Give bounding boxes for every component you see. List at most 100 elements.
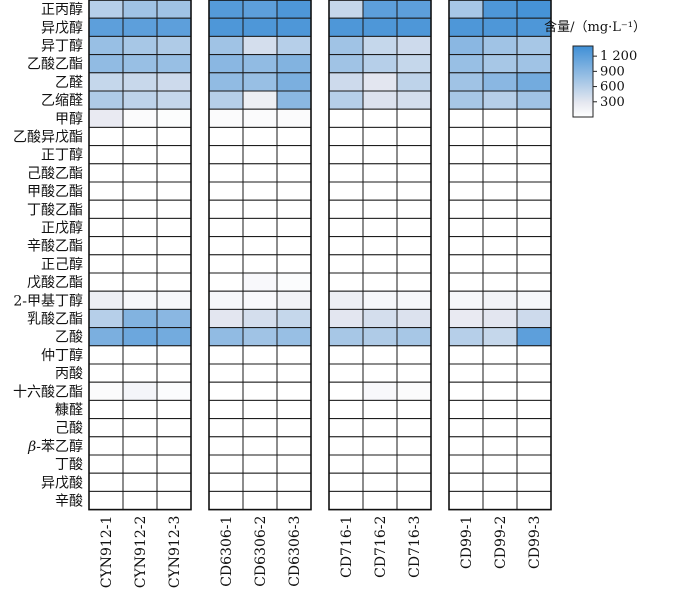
row-labels: 正丙醇异戊醇异丁醇乙酸乙酯乙醛乙缩醛甲醇乙酸异戊酯正丁醇己酸乙酯甲酸乙酯丁酸乙酯… (13, 1, 83, 509)
heatmap-cell (208, 17, 244, 37)
heatmap-cell (328, 90, 364, 110)
heatmap-cell (242, 399, 278, 420)
heatmap-cell (122, 345, 158, 365)
heatmap-cell (396, 72, 432, 92)
heatmap-cell (328, 436, 364, 456)
heatmap-cell (208, 108, 244, 128)
heatmap-cell (482, 72, 518, 92)
heatmap-cell (328, 17, 364, 37)
heatmap-cell (448, 399, 484, 420)
row-label: 丁酸 (55, 457, 83, 473)
heatmap-cell (328, 472, 364, 492)
heatmap-cell (242, 308, 278, 329)
heatmap-cell (276, 381, 312, 401)
heatmap-cell (448, 308, 484, 329)
heatmap-cell (242, 90, 278, 110)
row-label: 甲醇 (55, 110, 83, 127)
heatmap-cell (328, 145, 364, 165)
heatmap-cell (482, 181, 518, 201)
heatmap-cell (122, 54, 158, 74)
column-label: CD716-3 (407, 516, 423, 578)
heatmap-cell (482, 126, 518, 147)
heatmap-cell (482, 308, 518, 329)
heatmap-cell (328, 217, 364, 238)
heatmap-cell (516, 272, 552, 292)
heatmap-cell (328, 126, 364, 147)
heatmap-cell (482, 17, 518, 37)
row-label: 戊酸乙酯 (27, 275, 83, 291)
heatmap-cell (482, 272, 518, 292)
heatmap-cell (482, 472, 518, 492)
heatmap-cell (276, 454, 312, 474)
heatmap-cell (276, 90, 312, 110)
heatmap-cell (276, 0, 312, 19)
heatmap-cell (208, 217, 244, 238)
heatmap-cell (88, 217, 124, 238)
heatmap-cell (516, 181, 552, 201)
row-label: 己酸乙酯 (27, 166, 83, 182)
heatmap-cell (516, 308, 552, 329)
heatmap-cell (208, 236, 244, 256)
heatmap-cell (242, 54, 278, 74)
heatmap-cell (156, 217, 192, 238)
heatmap-cell (448, 35, 484, 56)
heatmap-cell (208, 418, 244, 438)
column-label: CD99-2 (493, 516, 509, 569)
heatmap-cell (122, 272, 158, 292)
heatmap-cell (516, 72, 552, 92)
heatmap-cell (122, 145, 158, 165)
heatmap-cell (242, 0, 278, 19)
heatmap-cell (276, 163, 312, 183)
heatmap-cell (242, 345, 278, 365)
heatmap-cell (242, 72, 278, 92)
heatmap-cell (156, 90, 192, 110)
heatmap-cell (516, 145, 552, 165)
heatmap-cell (362, 163, 398, 183)
heatmap-cell (242, 126, 278, 147)
heatmap-cell (516, 35, 552, 56)
heatmap-cell (276, 436, 312, 456)
heatmap-cell (88, 490, 124, 511)
heatmap-cell (482, 90, 518, 110)
heatmap-cell (156, 17, 192, 37)
heatmap-cell (88, 236, 124, 256)
heatmap-cell (208, 308, 244, 329)
heatmap-cell (276, 399, 312, 420)
heatmap-cell (516, 418, 552, 438)
heatmap-cell (396, 145, 432, 165)
heatmap-cell (276, 72, 312, 92)
row-label: 正丙醇 (41, 1, 83, 18)
heatmap-cell (208, 254, 244, 274)
heatmap-cell (156, 345, 192, 365)
heatmap-cell (362, 72, 398, 92)
heatmap-cell (482, 290, 518, 310)
heatmap-cell (242, 145, 278, 165)
heatmap-cell (156, 399, 192, 420)
heatmap-cell (88, 345, 124, 365)
heatmap-cell (328, 381, 364, 401)
heatmap-cell (208, 345, 244, 365)
heatmap-cell (156, 163, 192, 183)
heatmap-cell (88, 381, 124, 401)
heatmap-cell (122, 17, 158, 37)
heatmap-cell (328, 327, 364, 347)
heatmap-cell (448, 327, 484, 347)
heatmap-cell (242, 35, 278, 56)
heatmap-cell (276, 308, 312, 329)
legend-title: 含量/（mg·L⁻¹） (544, 19, 646, 35)
heatmap-cell (156, 145, 192, 165)
heatmap-cell (328, 181, 364, 201)
heatmap-cell (448, 163, 484, 183)
heatmap-cell (88, 72, 124, 92)
heatmap-cell (396, 472, 432, 492)
heatmap-cell (396, 308, 432, 329)
heatmap-cell (328, 199, 364, 219)
heatmap-cell (156, 490, 192, 511)
heatmap-cell (122, 363, 158, 383)
heatmap-cell (208, 363, 244, 383)
heatmap-cell (396, 54, 432, 74)
heatmap-cell (156, 436, 192, 456)
heatmap-cell (122, 381, 158, 401)
heatmap-cell (156, 126, 192, 147)
heatmap-cell (516, 327, 552, 347)
